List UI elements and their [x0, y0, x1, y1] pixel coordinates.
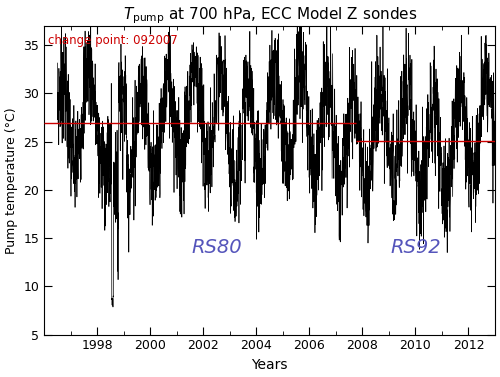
Title: $T_{\mathrm{pump}}$ at 700 hPa, ECC Model Z sondes: $T_{\mathrm{pump}}$ at 700 hPa, ECC Mode…: [122, 5, 417, 26]
Y-axis label: Pump temperature (°C): Pump temperature (°C): [5, 107, 18, 253]
Text: RS80: RS80: [192, 238, 242, 257]
X-axis label: Years: Years: [252, 358, 288, 372]
Text: RS92: RS92: [390, 238, 441, 257]
Text: change point: 092007: change point: 092007: [48, 34, 178, 47]
